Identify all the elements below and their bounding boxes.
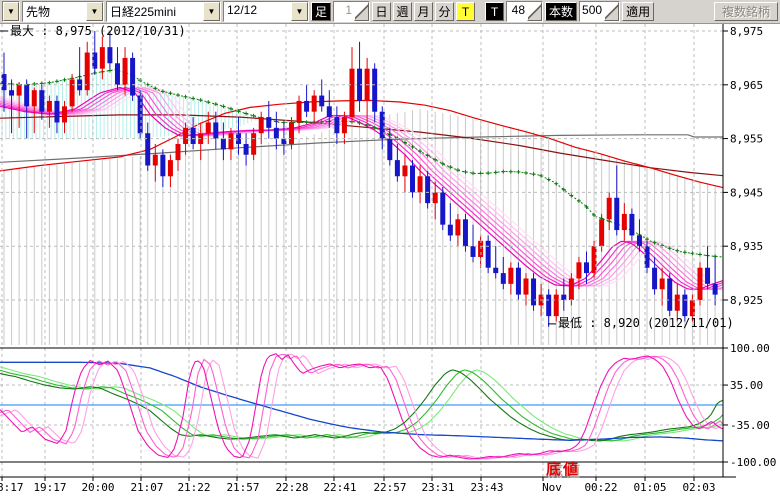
chevron-down-icon[interactable]: ▼ — [3, 2, 19, 21]
svg-text:Nov: Nov — [542, 481, 562, 494]
svg-text:8,955: 8,955 — [730, 133, 763, 146]
spinner-icon[interactable] — [527, 2, 543, 21]
chevron-down-icon[interactable]: ▼ — [291, 2, 308, 21]
honsu-button[interactable]: 本数 — [545, 2, 578, 21]
svg-text:22:57: 22:57 — [373, 481, 406, 494]
svg-text:23:31: 23:31 — [421, 481, 454, 494]
honsu-stepper[interactable]: 500 — [579, 1, 621, 22]
interval-stepper[interactable]: 1 — [333, 1, 371, 22]
svg-text:21:07: 21:07 — [130, 481, 163, 494]
svg-text:8,975: 8,975 — [730, 25, 763, 38]
tick-button[interactable]: T — [456, 2, 476, 21]
period-minute-button[interactable]: 分 — [435, 2, 455, 21]
axes — [0, 24, 736, 481]
period-day-button[interactable]: 日 — [372, 2, 392, 21]
svg-text:21:22: 21:22 — [177, 481, 210, 494]
spinner-icon[interactable] — [354, 2, 370, 21]
svg-text:-35.00: -35.00 — [730, 419, 770, 432]
svg-text:8,935: 8,935 — [730, 240, 763, 253]
svg-text:18:17: 18:17 — [0, 481, 24, 494]
svg-text:22:41: 22:41 — [323, 481, 356, 494]
toolbar: ▼ 先物 ▼ 日経225mini ▼ 12/12 ▼ 足 1 日 週 月 分 T… — [0, 0, 780, 24]
t-mode-button[interactable]: T — [485, 2, 505, 21]
contract-month-select[interactable]: 12/12 ▼ — [223, 1, 309, 22]
instrument-name-value: 日経225mini — [110, 5, 177, 19]
annotations: 最大 : 8,975 (2012/10/31) 最低 : 8,920 (2012/… — [0, 24, 734, 330]
t-value-stepper[interactable]: 48 — [506, 1, 544, 22]
svg-text:20:00: 20:00 — [81, 481, 114, 494]
contract-month-value: 12/12 — [227, 3, 258, 17]
svg-text:00:22: 00:22 — [584, 481, 617, 494]
svg-text:19:17: 19:17 — [33, 481, 66, 494]
interval-value: 1 — [345, 3, 353, 17]
svg-text:21:57: 21:57 — [226, 481, 259, 494]
period-month-button[interactable]: 月 — [414, 2, 434, 21]
svg-text:-100.00: -100.00 — [730, 456, 776, 469]
period-week-button[interactable]: 週 — [393, 2, 413, 21]
ashi-button[interactable]: 足 — [311, 2, 332, 21]
main-chart-svg: 8,975 8,965 8,955 8,945 8,935 8,925 100.00 35.0… — [0, 24, 780, 500]
multi-symbol-button: 複数銘柄 — [714, 2, 778, 21]
spinner-icon[interactable] — [604, 2, 620, 21]
gridlines — [0, 24, 723, 477]
mini-dropdown[interactable]: ▼ — [2, 1, 20, 22]
oscillator-panel — [0, 353, 723, 460]
svg-text:8,945: 8,945 — [730, 186, 763, 199]
svg-text:01:05: 01:05 — [633, 481, 666, 494]
svg-text:35.00: 35.00 — [730, 379, 763, 392]
instrument-name-select[interactable]: 日経225mini ▼ — [106, 1, 221, 22]
instrument-type-select[interactable]: 先物 ▼ — [22, 1, 104, 22]
t-value: 48 — [511, 3, 526, 17]
chevron-down-icon[interactable]: ▼ — [203, 2, 220, 21]
svg-text:最大 : 8,975 (2012/10/31): 最大 : 8,975 (2012/10/31) — [10, 24, 186, 38]
chevron-down-icon[interactable]: ▼ — [86, 2, 103, 21]
svg-text:02:03: 02:03 — [682, 481, 715, 494]
svg-text:100.00: 100.00 — [730, 342, 770, 355]
ribbon-line — [0, 86, 723, 290]
svg-text:22:28: 22:28 — [275, 481, 308, 494]
instrument-type-value: 先物 — [26, 5, 51, 19]
honsu-value: 500 — [582, 3, 603, 17]
apply-button[interactable]: 適用 — [622, 2, 655, 21]
svg-text:最低 : 8,920 (2012/11/01): 最低 : 8,920 (2012/11/01) — [558, 316, 734, 330]
ribbon-line — [0, 86, 723, 290]
bottom-price-annotation: 底値 — [546, 461, 581, 478]
svg-text:8,925: 8,925 — [730, 294, 763, 307]
svg-text:8,965: 8,965 — [730, 79, 763, 92]
ribbon-line — [0, 86, 723, 290]
axis-labels: 8,975 8,965 8,955 8,945 8,935 8,925 100.00 35.0… — [0, 25, 776, 494]
svg-text:23:43: 23:43 — [470, 481, 503, 494]
